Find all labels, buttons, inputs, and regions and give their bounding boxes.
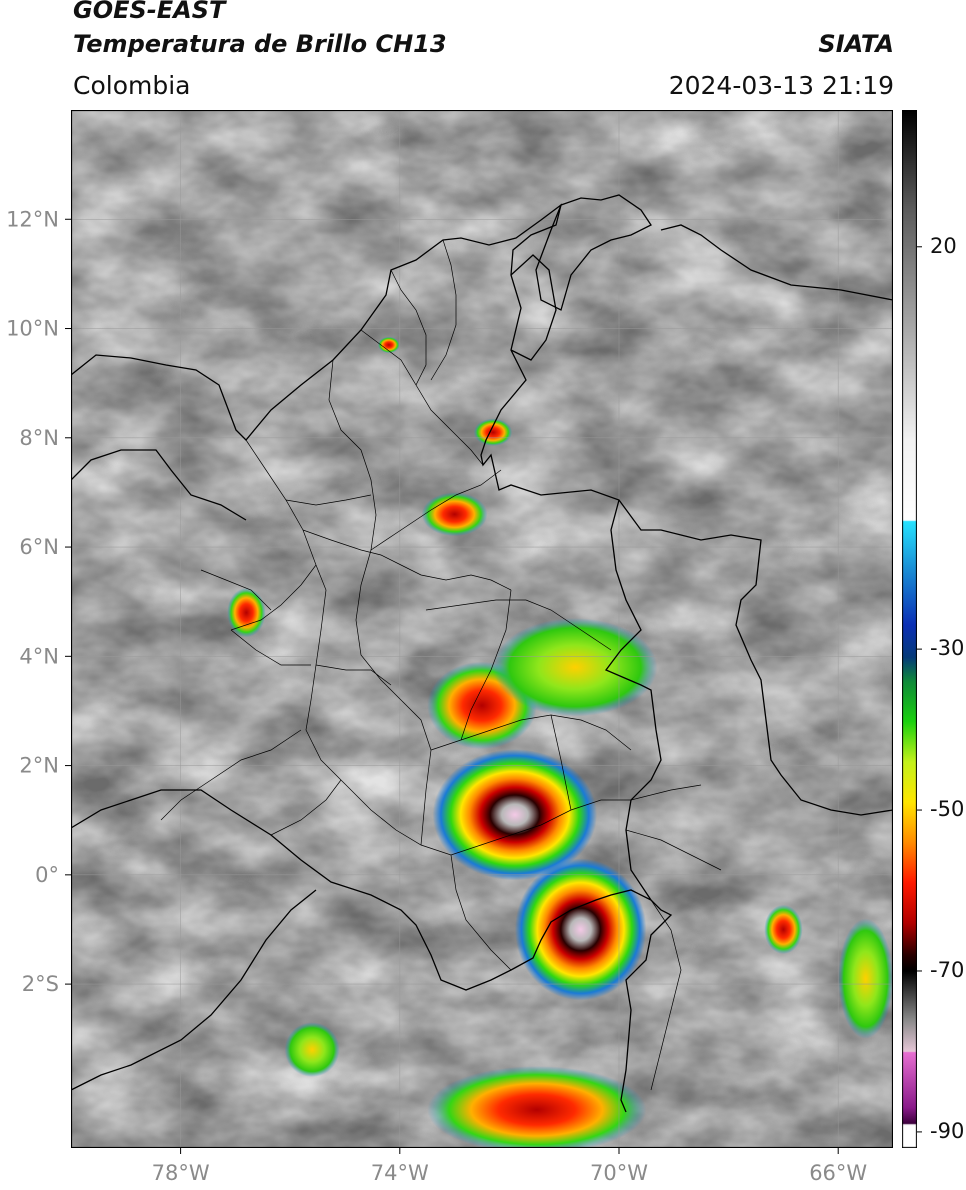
product-title: Temperatura de Brillo CH13 [73,30,447,58]
lon-tick-label: 66°W [809,1161,867,1185]
colorbar [902,110,917,1148]
convective-cell [427,1066,647,1148]
lat-tick-label: 0° [35,863,59,887]
country-borders [71,194,893,1113]
lat-tick-label: 8°N [19,426,59,450]
region-label: Colombia [73,71,191,100]
lon-tick-label: 78°W [152,1161,210,1185]
timestamp: 2024-03-13 21:19 [668,71,894,100]
colorbar-label: -90 [930,1118,965,1143]
lat-tick-label: 4°N [19,644,59,668]
convective-cell [377,336,400,354]
brightness-temperature-map [71,110,893,1148]
agency-label: SIATA [818,30,894,58]
satellite-title: GOES-EAST [73,0,226,24]
map-panel [71,110,893,1148]
cloud-texture [71,110,893,1148]
convective-cell [227,588,266,638]
lon-tick-label: 70°W [590,1161,648,1185]
convective-cell [492,618,658,717]
colorbar-label: -50 [930,797,965,822]
department-borders [160,239,722,1091]
colorbar-label: -30 [930,636,965,661]
lat-tick-label: 12°N [6,207,59,231]
map-frame [71,110,893,1148]
colorbar-label: -70 [930,957,965,982]
convective-cell [421,492,488,537]
lat-tick-label: 2°S [22,972,59,996]
lon-tick-label: 74°W [371,1161,429,1185]
lat-tick-label: 10°N [6,317,59,341]
colorbar-label: 20 [930,233,957,258]
convective-cell [473,418,513,446]
convective-cell [838,918,893,1039]
lat-tick-label: 2°N [19,754,59,778]
convective-cell [764,904,803,955]
lat-tick-label: 6°N [19,535,59,559]
convective-cell [284,1022,340,1077]
